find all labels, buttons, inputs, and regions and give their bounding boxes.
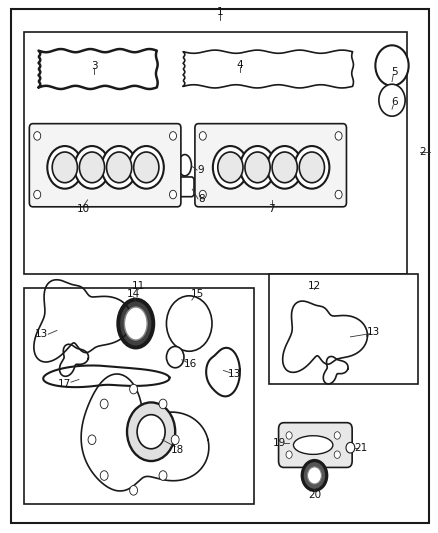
Circle shape xyxy=(74,146,110,189)
Circle shape xyxy=(335,132,342,140)
Circle shape xyxy=(79,152,105,183)
Text: 12: 12 xyxy=(308,281,321,291)
Circle shape xyxy=(240,146,275,189)
FancyBboxPatch shape xyxy=(279,423,352,467)
Bar xyxy=(24,288,254,504)
Text: 7: 7 xyxy=(268,205,275,214)
Circle shape xyxy=(52,152,78,183)
Circle shape xyxy=(199,132,206,140)
Text: 15: 15 xyxy=(191,289,204,299)
Text: 1: 1 xyxy=(216,7,223,17)
Text: 4: 4 xyxy=(237,60,244,70)
Circle shape xyxy=(267,146,302,189)
Text: 21: 21 xyxy=(355,443,368,453)
Circle shape xyxy=(335,190,342,199)
Text: 19: 19 xyxy=(273,439,286,448)
Circle shape xyxy=(294,146,329,189)
Ellipse shape xyxy=(124,307,147,340)
Circle shape xyxy=(346,442,355,453)
Circle shape xyxy=(130,384,138,394)
Circle shape xyxy=(159,471,167,480)
FancyBboxPatch shape xyxy=(29,124,181,207)
Text: 11: 11 xyxy=(132,281,145,291)
Ellipse shape xyxy=(178,155,191,176)
Bar xyxy=(24,32,407,274)
Circle shape xyxy=(88,435,96,445)
Ellipse shape xyxy=(293,435,333,454)
Text: 13: 13 xyxy=(228,369,241,379)
Bar xyxy=(269,274,418,384)
Circle shape xyxy=(245,152,270,183)
Circle shape xyxy=(134,152,159,183)
Circle shape xyxy=(130,486,138,495)
Text: 2: 2 xyxy=(419,147,426,157)
FancyBboxPatch shape xyxy=(195,124,346,207)
Circle shape xyxy=(213,146,248,189)
Circle shape xyxy=(299,152,325,183)
Circle shape xyxy=(102,146,137,189)
Circle shape xyxy=(100,471,108,480)
Circle shape xyxy=(166,346,184,368)
Text: 9: 9 xyxy=(197,165,204,175)
Text: 13: 13 xyxy=(367,327,380,336)
Text: 3: 3 xyxy=(91,61,98,70)
Circle shape xyxy=(307,467,321,484)
Circle shape xyxy=(159,399,167,409)
Text: 13: 13 xyxy=(35,329,48,339)
Circle shape xyxy=(34,132,41,140)
Circle shape xyxy=(199,190,206,199)
Circle shape xyxy=(170,190,177,199)
Text: 20: 20 xyxy=(308,490,321,499)
Circle shape xyxy=(129,146,164,189)
Text: 8: 8 xyxy=(198,194,205,204)
Circle shape xyxy=(272,152,297,183)
Circle shape xyxy=(127,402,175,461)
Circle shape xyxy=(34,190,41,199)
Circle shape xyxy=(379,84,405,116)
Circle shape xyxy=(334,432,340,439)
Text: 16: 16 xyxy=(184,359,197,368)
Text: 10: 10 xyxy=(77,205,90,214)
Circle shape xyxy=(218,152,243,183)
Text: 17: 17 xyxy=(58,379,71,389)
Circle shape xyxy=(166,296,212,351)
Circle shape xyxy=(302,461,327,490)
Text: 14: 14 xyxy=(127,289,140,299)
Circle shape xyxy=(286,432,292,439)
Circle shape xyxy=(375,45,409,86)
Circle shape xyxy=(100,399,108,409)
Circle shape xyxy=(137,415,165,449)
Text: 6: 6 xyxy=(391,98,398,107)
Text: 5: 5 xyxy=(391,67,398,77)
Ellipse shape xyxy=(118,300,153,348)
Circle shape xyxy=(106,152,132,183)
FancyBboxPatch shape xyxy=(176,177,194,197)
Circle shape xyxy=(171,435,179,445)
Text: 18: 18 xyxy=(171,446,184,455)
Circle shape xyxy=(286,451,292,458)
Circle shape xyxy=(47,146,82,189)
Circle shape xyxy=(170,132,177,140)
Circle shape xyxy=(334,451,340,458)
